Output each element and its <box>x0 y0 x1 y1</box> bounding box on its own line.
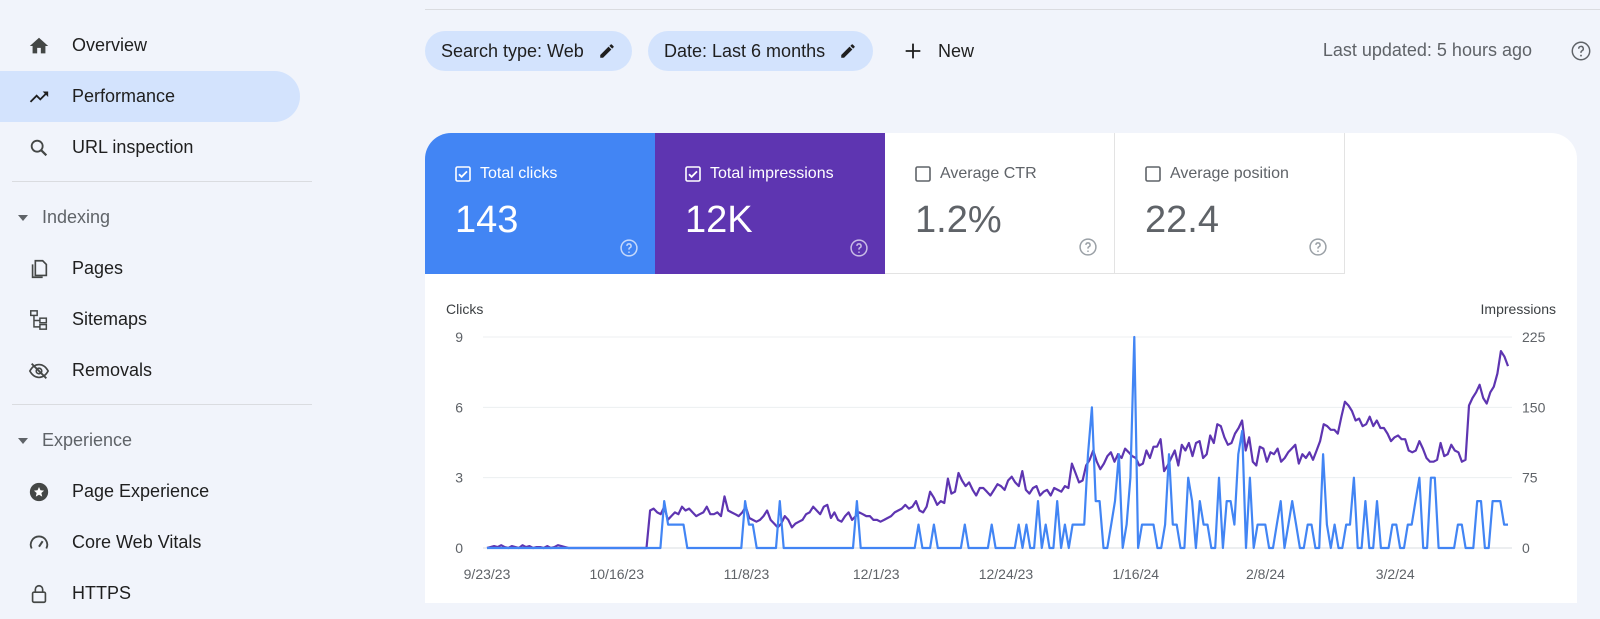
help-icon[interactable] <box>1308 237 1328 257</box>
date-chip[interactable]: Date: Last 6 months <box>648 31 874 71</box>
metric-card-average-position[interactable]: Average position 22.4 <box>1115 133 1345 274</box>
metric-card-average-ctr[interactable]: Average CTR 1.2% <box>885 133 1115 274</box>
y-left-tick-label: 0 <box>455 540 463 556</box>
nav-core-web-vitals[interactable]: Core Web Vitals <box>0 517 330 568</box>
nav-url-inspection[interactable]: URL inspection <box>0 122 330 173</box>
x-tick-label: 12/1/23 <box>853 566 900 582</box>
y-left-tick-label: 6 <box>455 399 463 415</box>
nav-performance-label: Performance <box>72 86 176 106</box>
plus-icon <box>905 43 921 59</box>
search-type-chip-label: Search type: Web <box>441 40 584 61</box>
nav-removals[interactable]: Removals <box>0 345 330 396</box>
caret-down-icon <box>18 214 28 221</box>
nav-overview[interactable]: Overview <box>0 20 330 71</box>
section-indexing-title: Indexing <box>42 207 111 227</box>
y-left-tick-label: 9 <box>455 329 463 345</box>
pages-icon <box>28 258 50 280</box>
y-right-tick-label: 0 <box>1522 540 1530 556</box>
metric-card-total-impressions[interactable]: Total impressions 12K <box>655 133 885 274</box>
metric-label: Average CTR <box>940 165 1037 182</box>
nav-sitemaps[interactable]: Sitemaps <box>0 294 330 345</box>
speed-gauge-icon <box>28 532 50 554</box>
nav-sitemaps-label: Sitemaps <box>72 309 148 329</box>
series-line-impressions[interactable] <box>486 349 1510 550</box>
nav-page-experience[interactable]: Page Experience <box>0 466 330 517</box>
section-experience-title: Experience <box>42 430 133 450</box>
y-right-axis-title: Impressions <box>1481 301 1556 317</box>
checkbox-checked-icon <box>685 166 701 182</box>
sidebar-divider <box>12 181 312 182</box>
x-tick-label: 9/23/23 <box>464 566 511 582</box>
nav-core-web-vitals-label: Core Web Vitals <box>72 532 202 552</box>
sidebar: Overview Performance URL inspection Inde… <box>0 20 330 619</box>
section-experience[interactable]: Experience <box>0 415 330 466</box>
help-icon[interactable] <box>1570 40 1592 62</box>
home-icon <box>28 35 50 57</box>
y-left-tick-label: 3 <box>455 470 463 486</box>
help-icon[interactable] <box>849 238 869 258</box>
checkbox-unchecked-icon <box>1145 166 1161 182</box>
nav-page-experience-label: Page Experience <box>72 481 210 501</box>
trending-up-icon <box>28 86 50 108</box>
edit-icon <box>600 44 614 58</box>
nav-https-label: HTTPS <box>72 583 132 603</box>
checkbox-unchecked-icon <box>915 166 931 182</box>
nav-url-inspection-label: URL inspection <box>72 137 194 157</box>
nav-performance[interactable]: Performance <box>0 71 300 122</box>
x-tick-label: 12/24/23 <box>979 566 1034 582</box>
help-icon[interactable] <box>619 238 639 258</box>
metric-value: 143 <box>455 199 519 241</box>
performance-chart[interactable]: Clicks Impressions 0 3 6 9 0 75 150 225 9/23/23 1… <box>425 300 1577 596</box>
nav-pages[interactable]: Pages <box>0 243 330 294</box>
star-circle-icon <box>28 481 50 503</box>
caret-down-icon <box>18 437 28 444</box>
nav-pages-label: Pages <box>72 258 124 278</box>
search-icon <box>28 137 50 159</box>
metric-label: Average position <box>1170 165 1289 182</box>
y-left-axis-title: Clicks <box>446 301 483 317</box>
y-right-tick-label: 150 <box>1522 399 1546 415</box>
nav-removals-label: Removals <box>72 360 153 380</box>
nav-https[interactable]: HTTPS <box>0 568 330 619</box>
header-divider <box>425 9 1600 10</box>
sitemap-icon <box>28 309 50 331</box>
last-updated-text: Last updated: 5 hours ago <box>1322 40 1532 60</box>
metric-value: 22.4 <box>1145 199 1219 241</box>
search-type-chip[interactable]: Search type: Web <box>425 31 632 71</box>
checkbox-checked-icon <box>455 166 471 182</box>
date-chip-label: Date: Last 6 months <box>664 40 826 61</box>
nav-overview-label: Overview <box>72 35 148 55</box>
metric-value: 12K <box>685 199 753 241</box>
y-right-tick-label: 75 <box>1522 470 1538 486</box>
metric-label: Total impressions <box>710 165 834 182</box>
x-tick-label: 3/2/24 <box>1376 566 1415 582</box>
metric-label: Total clicks <box>480 165 558 182</box>
edit-icon <box>841 44 855 58</box>
metric-card-total-clicks[interactable]: Total clicks 143 <box>425 133 655 274</box>
section-indexing[interactable]: Indexing <box>0 192 330 243</box>
sidebar-divider <box>12 404 312 405</box>
x-tick-label: 10/16/23 <box>589 566 644 582</box>
metric-value: 1.2% <box>915 199 1002 241</box>
new-filter-label: New <box>938 40 975 61</box>
x-tick-label: 11/8/23 <box>724 566 770 582</box>
new-filter-button[interactable]: New <box>902 31 974 71</box>
eye-off-icon <box>28 360 50 382</box>
lock-icon <box>28 583 50 605</box>
series-line-clicks[interactable] <box>487 335 1508 550</box>
y-right-tick-label: 225 <box>1522 329 1546 345</box>
x-tick-label: 1/16/24 <box>1112 566 1159 582</box>
help-icon[interactable] <box>1078 237 1098 257</box>
x-tick-label: 2/8/24 <box>1246 566 1285 582</box>
